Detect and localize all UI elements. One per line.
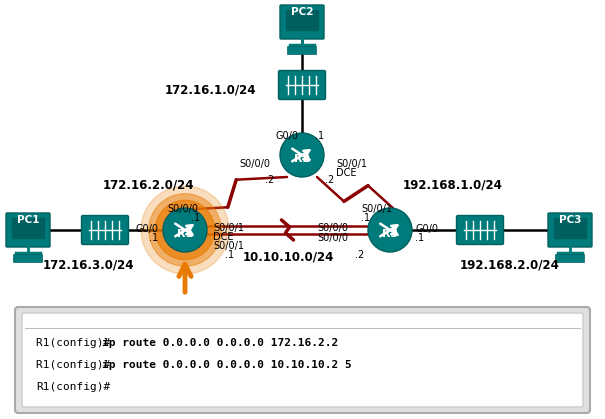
Text: G0/0: G0/0 [276,131,299,141]
Bar [12,218,44,238]
Bar [286,10,318,30]
Text: R1: R1 [177,229,193,239]
Text: R1(config)#: R1(config)# [36,360,117,370]
Text: ip route 0.0.0.0 0.0.0.0 10.10.10.2 5: ip route 0.0.0.0 0.0.0.0 10.10.10.2 5 [102,360,352,370]
FancyBboxPatch shape [22,313,583,407]
Text: ip route 0.0.0.0 0.0.0.0 172.16.2.2: ip route 0.0.0.0 0.0.0.0 172.16.2.2 [102,338,338,348]
Text: .1: .1 [191,213,200,223]
Text: S0/0/0: S0/0/0 [167,204,198,214]
FancyBboxPatch shape [6,213,50,247]
Text: .1: .1 [415,233,424,243]
Text: PC2: PC2 [291,7,313,17]
Circle shape [280,133,324,177]
FancyBboxPatch shape [15,307,590,413]
Circle shape [163,208,207,252]
Text: 10.10.10.0/24: 10.10.10.0/24 [243,251,334,264]
Text: .1: .1 [149,233,158,243]
Text: R2: R2 [294,154,310,164]
FancyBboxPatch shape [280,5,324,39]
FancyBboxPatch shape [278,70,325,99]
FancyBboxPatch shape [13,254,42,262]
Circle shape [368,208,412,252]
Text: 192.168.2.0/24: 192.168.2.0/24 [460,259,560,272]
Text: 172.16.3.0/24: 172.16.3.0/24 [42,259,134,272]
Text: S0/0/1: S0/0/1 [213,241,244,251]
FancyBboxPatch shape [82,215,128,245]
Text: S0/0/0: S0/0/0 [317,233,348,243]
FancyBboxPatch shape [457,215,503,245]
Text: .2: .2 [266,175,275,185]
Text: S0/0/0: S0/0/0 [317,223,348,233]
Text: S0/0/1: S0/0/1 [336,159,367,169]
Bar [554,218,586,238]
Text: .1: .1 [361,213,370,223]
Text: 192.168.1.0/24: 192.168.1.0/24 [403,178,503,191]
Text: G0/0: G0/0 [415,224,438,234]
Circle shape [149,194,221,266]
Text: S0/0/1: S0/0/1 [213,223,244,233]
Text: 172.16.1.0/24: 172.16.1.0/24 [164,83,256,96]
Text: PC3: PC3 [559,215,581,225]
FancyBboxPatch shape [287,47,316,54]
Text: R3: R3 [382,229,398,239]
Text: .1: .1 [225,250,234,260]
Circle shape [155,200,215,260]
FancyBboxPatch shape [555,254,584,262]
Text: G0/0: G0/0 [135,224,158,234]
Text: .1: .1 [315,131,324,141]
Text: S0/0/0: S0/0/0 [239,159,270,169]
Text: S0/0/1: S0/0/1 [361,204,392,214]
Text: R1(config)#: R1(config)# [36,382,110,392]
Text: 172.16.2.0/24: 172.16.2.0/24 [102,178,194,191]
Text: .2: .2 [325,175,335,185]
FancyBboxPatch shape [548,213,592,247]
Text: PC1: PC1 [17,215,39,225]
Text: R1(config)#: R1(config)# [36,338,117,348]
Text: DCE: DCE [213,232,234,242]
Circle shape [141,186,229,274]
Text: .2: .2 [355,250,365,260]
Text: DCE: DCE [336,168,356,178]
